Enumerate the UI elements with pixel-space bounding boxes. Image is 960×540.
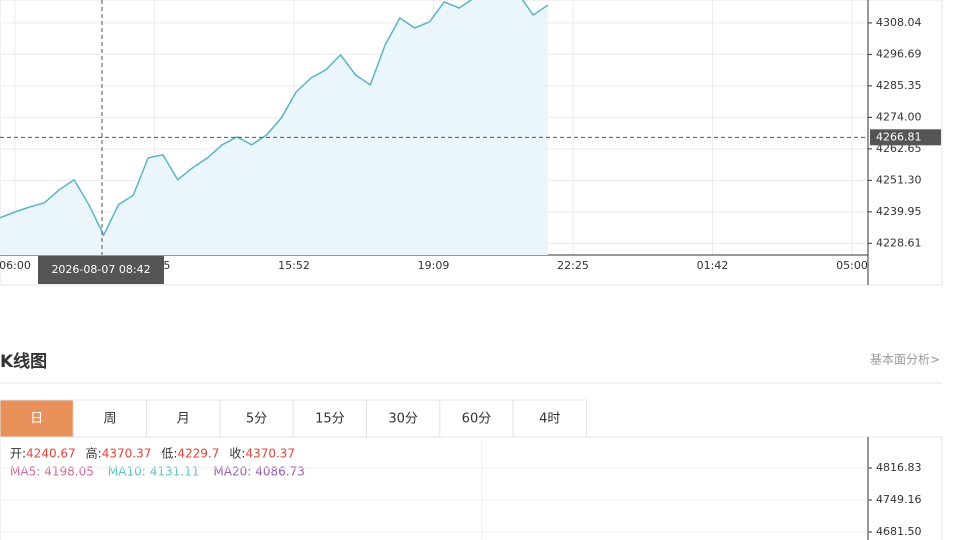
crosshair-price-box [870, 129, 941, 146]
y-tick-label: 4816.83 [876, 461, 922, 474]
price-line [0, 0, 549, 237]
x-tick-label: 06:00 [0, 259, 31, 272]
x-tick-label: 15:52 [278, 259, 310, 272]
ohlc-value: 4370.37 [245, 447, 295, 461]
ma-label: MA5: [10, 465, 40, 479]
tab-label[interactable]: 周 [103, 412, 116, 427]
x-tick-label: 19:09 [418, 259, 450, 272]
ohlc-value: 4229.7 [177, 447, 219, 461]
fundamental-link[interactable]: 基本面分析> [870, 353, 940, 367]
tab[interactable] [292, 399, 368, 438]
y-tick-label: 4239.95 [876, 205, 922, 218]
ohlc-value: 4370.37 [102, 447, 152, 461]
crosshair-time: 2026-08-07 08:42 [51, 263, 150, 276]
ma-label: MA20: [213, 465, 251, 479]
ma-value: 4086.73 [255, 465, 305, 479]
y-tick-label: 4749.16 [876, 493, 922, 506]
x-tick-label: 05:00 [836, 259, 868, 272]
ma-value: 4198.05 [44, 465, 94, 479]
y-tick-label: 4308.04 [876, 16, 922, 29]
section-title: K线图 [0, 351, 47, 372]
ohlc-label: 收: [229, 447, 245, 461]
x-tick-label: 01:42 [697, 259, 729, 272]
ohlc-value: 4240.67 [26, 447, 76, 461]
crosshair-price: 4266.81 [876, 130, 922, 143]
tab-label[interactable]: 60分 [462, 412, 492, 427]
tab[interactable] [512, 399, 587, 438]
crosshair-time-box [38, 256, 164, 284]
tab[interactable] [72, 399, 148, 438]
tab[interactable] [366, 399, 441, 438]
tab[interactable] [219, 399, 294, 438]
kline-panel [0, 436, 943, 540]
tab-label[interactable]: 15分 [315, 412, 345, 427]
tab-label[interactable]: 5分 [246, 412, 267, 427]
y-tick-label: 4251.30 [876, 173, 922, 186]
tab-label[interactable]: 4时 [539, 412, 560, 427]
y-tick-label: 4285.35 [876, 79, 922, 92]
y-tick-label: 4274.00 [876, 110, 922, 123]
x-tick-label: 22:25 [557, 259, 589, 272]
tab[interactable] [146, 399, 221, 438]
ma-value: 4131.11 [150, 465, 200, 479]
tab-label[interactable]: 日 [30, 412, 43, 427]
ma-label: MA10: [108, 465, 146, 479]
ohlc-label: 高: [86, 446, 102, 461]
ohlc-label: 开: [10, 447, 26, 461]
y-tick-label: 4228.61 [876, 236, 922, 249]
y-tick-label: 4681.50 [876, 525, 922, 538]
tab-label[interactable]: 30分 [388, 412, 418, 427]
y-tick-label: 4296.69 [876, 47, 922, 60]
tab[interactable] [439, 399, 514, 438]
tab-label[interactable]: 月 [177, 412, 190, 427]
ohlc-label: 低: [161, 447, 177, 461]
